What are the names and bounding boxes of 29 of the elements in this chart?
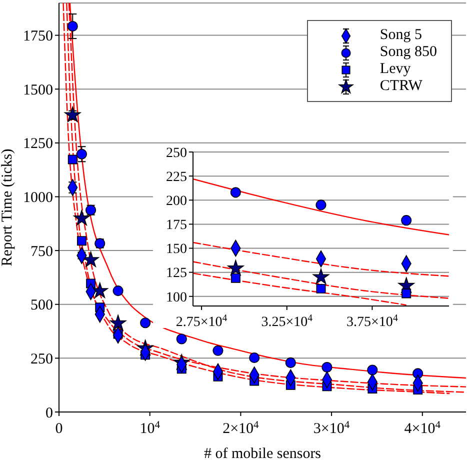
y-tick-label: 100 (166, 290, 187, 306)
x-tick-label: 4×10$^{4}$ (404, 420, 442, 437)
y-tick-label: 750 (30, 244, 53, 260)
y-tick-label: 175 (166, 218, 187, 234)
y-tick-label: 0 (46, 405, 53, 422)
y-tick-label: 200 (166, 194, 187, 210)
y-tick-label: 1000 (23, 190, 53, 206)
y-tick-label: 250 (30, 351, 53, 368)
x-tick-label: 3.75×10$^{4}$ (346, 312, 398, 330)
x-axis-title: # of mobile sensors (204, 446, 322, 460)
y-axis-title: Report Time (ticks) (0, 148, 16, 266)
legend-label: Levy (380, 61, 411, 78)
legend-label: Song 5 (380, 27, 422, 44)
x-tick-label: 0 (55, 421, 63, 437)
y-tick-label: 1250 (23, 136, 53, 152)
y-tick-label: 250 (166, 146, 187, 161)
x-tick-label: 3×10$^{4}$ (313, 420, 350, 437)
x-tick-label: 10$^{4}$ (140, 420, 161, 437)
x-tick-label: 3.25×10$^{4}$ (261, 312, 313, 330)
y-tick-label: 225 (166, 170, 187, 185)
x-tick-label: 2×10$^{4}$ (222, 420, 260, 437)
y-tick-label: 1750 (23, 28, 53, 45)
y-tick-label: 150 (166, 242, 187, 258)
y-tick-label: 125 (166, 266, 187, 282)
y-tick-label: 500 (30, 298, 53, 314)
y-tick-label: 1500 (23, 82, 53, 98)
x-tick-label: 2.75×10$^{4}$ (176, 312, 228, 330)
legend-label: CTRW (380, 78, 422, 95)
legend-label: Song 850 (380, 44, 437, 61)
